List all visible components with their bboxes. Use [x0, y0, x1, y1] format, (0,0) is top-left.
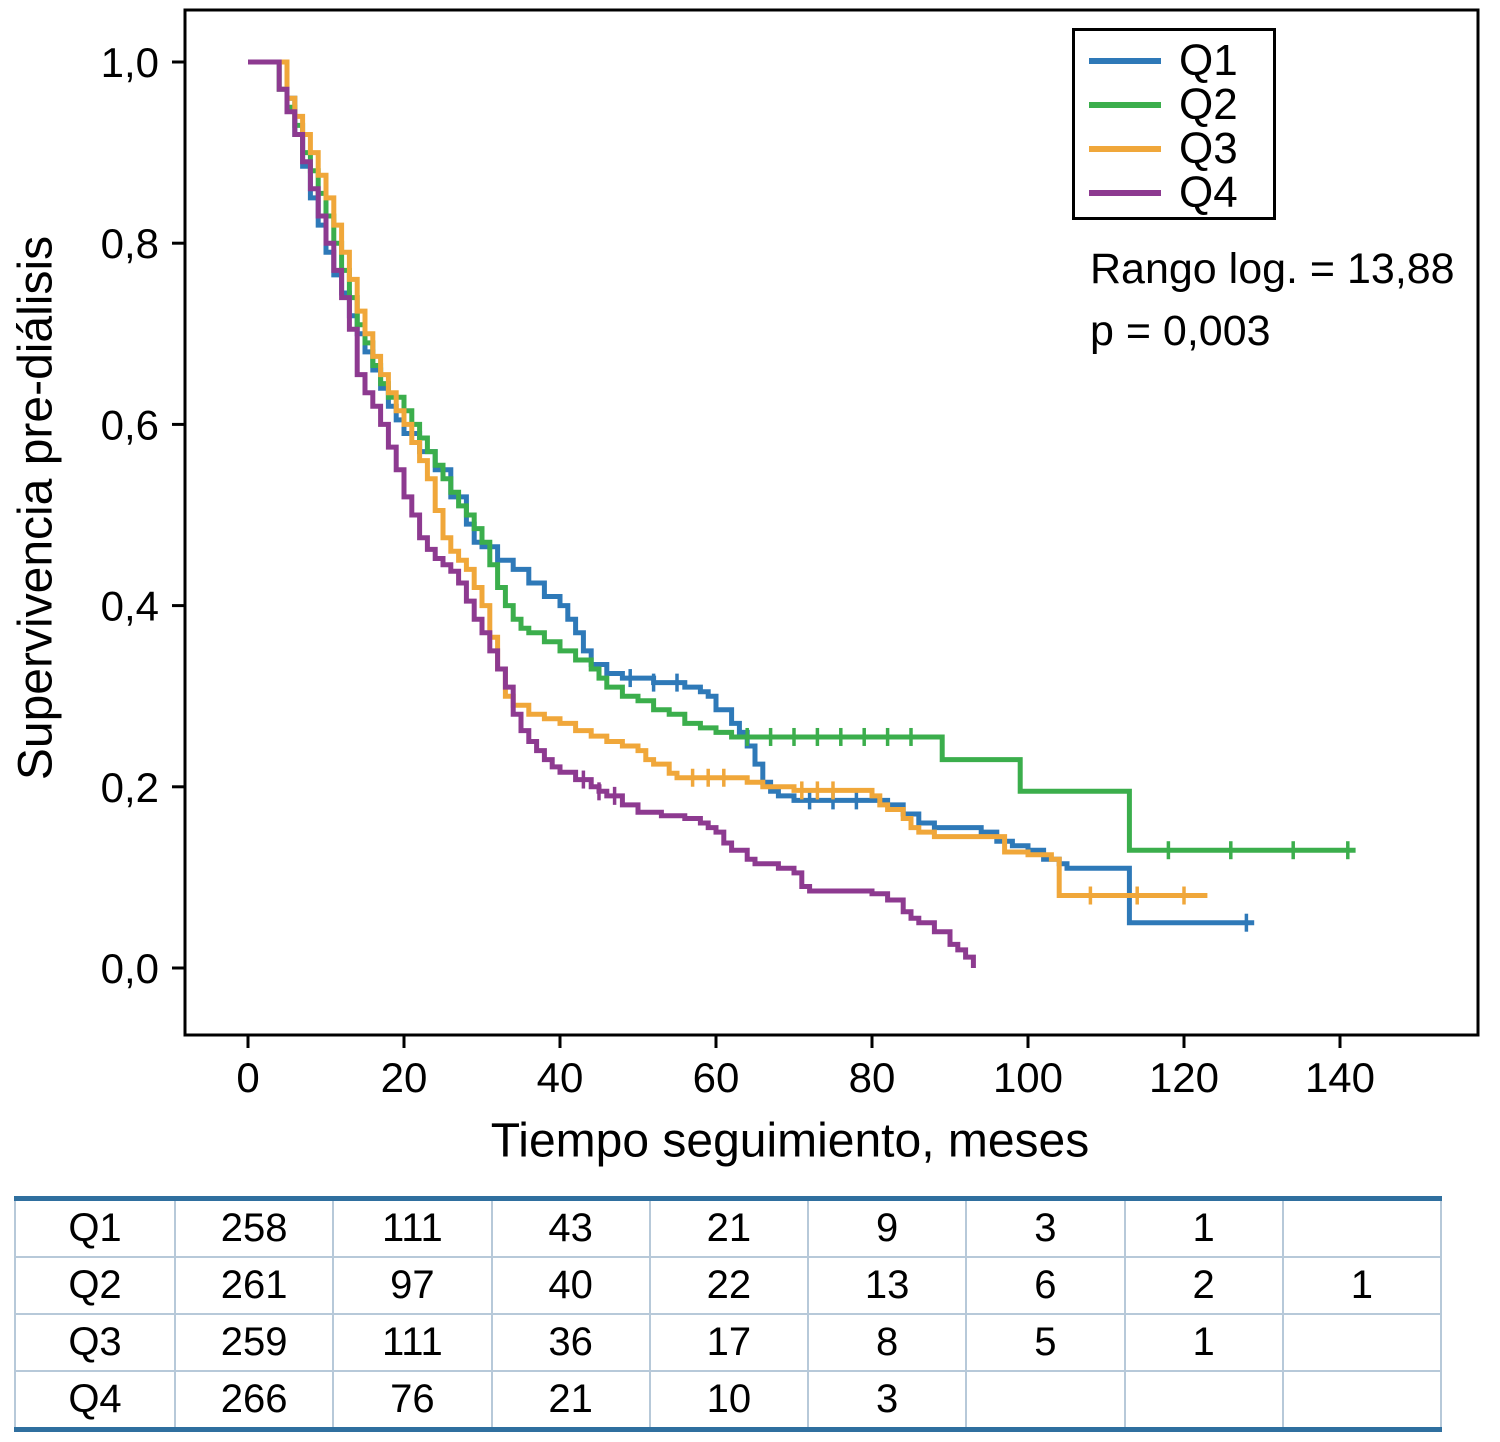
risk-count-cell: 22 [648, 1256, 810, 1315]
legend-item-q2: Q2 [1089, 83, 1259, 127]
risk-count-cell [1281, 1370, 1443, 1431]
risk-count-cell: 10 [648, 1370, 810, 1431]
logrank-value: Rango log. = 13,88 [1090, 245, 1455, 293]
risk-count-cell: 3 [806, 1370, 968, 1431]
risk-count-cell [1281, 1197, 1443, 1258]
legend-label-q1: Q1 [1179, 36, 1238, 85]
legend-item-q3: Q3 [1089, 127, 1259, 171]
x-tick-label: 20 [381, 1054, 428, 1101]
risk-count-cell: 261 [173, 1256, 335, 1315]
risk-count-cell: 97 [332, 1256, 493, 1315]
legend-line-q3-icon [1089, 146, 1161, 152]
risk-count-cell: 111 [332, 1197, 493, 1258]
risk-count-cell [1123, 1370, 1284, 1431]
survival-chart: 0 20 40 60 80 100 120 140 0,0 0,2 0,4 0,6 0,8 1,0 [101, 8, 1480, 1101]
risk-count-cell: 36 [490, 1313, 651, 1372]
y-tick-label: 0,8 [101, 220, 159, 267]
risk-count-cell: 8 [806, 1313, 968, 1372]
legend-item-q1: Q1 [1089, 39, 1259, 83]
risk-count-cell: 3 [965, 1197, 1126, 1258]
x-tick-label: 120 [1149, 1054, 1219, 1101]
legend-label-q2: Q2 [1179, 80, 1238, 129]
risk-table-row: Q3 259 111 36 17 8 5 1 [14, 1313, 1443, 1372]
risk-table-row: Q1 258 111 43 21 9 3 1 [14, 1197, 1443, 1258]
risk-count-cell: 76 [332, 1370, 493, 1431]
y-tick-label: 1,0 [101, 39, 159, 86]
risk-count-cell: 21 [490, 1370, 651, 1431]
risk-count-cell: 266 [173, 1370, 335, 1431]
x-tick-label: 80 [849, 1054, 896, 1101]
y-tick-label: 0,4 [101, 583, 159, 630]
risk-count-cell: 111 [332, 1313, 493, 1372]
risk-count-cell: 1 [1123, 1197, 1284, 1258]
risk-count-cell: 40 [490, 1256, 651, 1315]
risk-count-cell: 6 [965, 1256, 1126, 1315]
legend-item-q4: Q4 [1089, 171, 1259, 215]
risk-count-cell: 259 [173, 1313, 335, 1372]
risk-count-cell: 1 [1281, 1256, 1443, 1315]
stats-annotation: Rango log. = 13,88 p = 0,003 [1090, 238, 1455, 363]
risk-row-label: Q3 [14, 1313, 176, 1372]
legend-label-q3: Q3 [1179, 124, 1238, 173]
risk-count-cell [1281, 1313, 1443, 1372]
risk-count-cell: 258 [173, 1197, 335, 1258]
legend-line-q2-icon [1089, 102, 1161, 108]
x-axis-title: Tiempo seguimiento, meses [490, 1114, 1090, 1168]
y-tick-label: 0,2 [101, 764, 159, 811]
risk-count-cell: 43 [490, 1197, 651, 1258]
risk-count-cell: 2 [1123, 1256, 1284, 1315]
legend-line-q1-icon [1089, 58, 1161, 64]
risk-row-label: Q2 [14, 1256, 176, 1315]
risk-count-cell: 9 [806, 1197, 968, 1258]
risk-count-cell: 13 [806, 1256, 968, 1315]
x-tick-label: 0 [236, 1054, 259, 1101]
risk-count-cell: 5 [965, 1313, 1126, 1372]
chart-legend: Q1 Q2 Q3 Q4 [1072, 28, 1276, 220]
risk-row-label: Q1 [14, 1197, 176, 1258]
risk-count-cell: 17 [648, 1313, 810, 1372]
risk-row-label: Q4 [14, 1370, 176, 1431]
risk-table-row: Q2 261 97 40 22 13 6 2 1 [14, 1256, 1443, 1315]
risk-count-cell: 21 [648, 1197, 810, 1258]
survival-curve-q4 [248, 59, 976, 968]
p-value: p = 0,003 [1090, 307, 1271, 356]
x-tick-label: 100 [993, 1054, 1063, 1101]
legend-label-q4: Q4 [1179, 168, 1238, 217]
x-tick-label: 60 [693, 1054, 740, 1101]
legend-line-q4-icon [1089, 190, 1161, 196]
y-axis-title: Supervivencia pre-diálisis [9, 235, 63, 781]
risk-table-row: Q4 266 76 21 10 3 [14, 1370, 1443, 1431]
risk-count-cell [965, 1370, 1126, 1431]
survival-curve-q3 [248, 59, 1208, 898]
number-at-risk-table: Q1 258 111 43 21 9 3 1 Q2 261 97 40 22 13 6 2 1 Q3 259 111 3… [14, 1196, 1443, 1432]
risk-count-cell: 1 [1123, 1313, 1284, 1372]
y-tick-label: 0,0 [101, 945, 159, 992]
x-tick-label: 140 [1305, 1054, 1375, 1101]
y-tick-label: 0,6 [101, 401, 159, 448]
plot-border [183, 8, 1480, 1037]
x-tick-label: 40 [537, 1054, 584, 1101]
